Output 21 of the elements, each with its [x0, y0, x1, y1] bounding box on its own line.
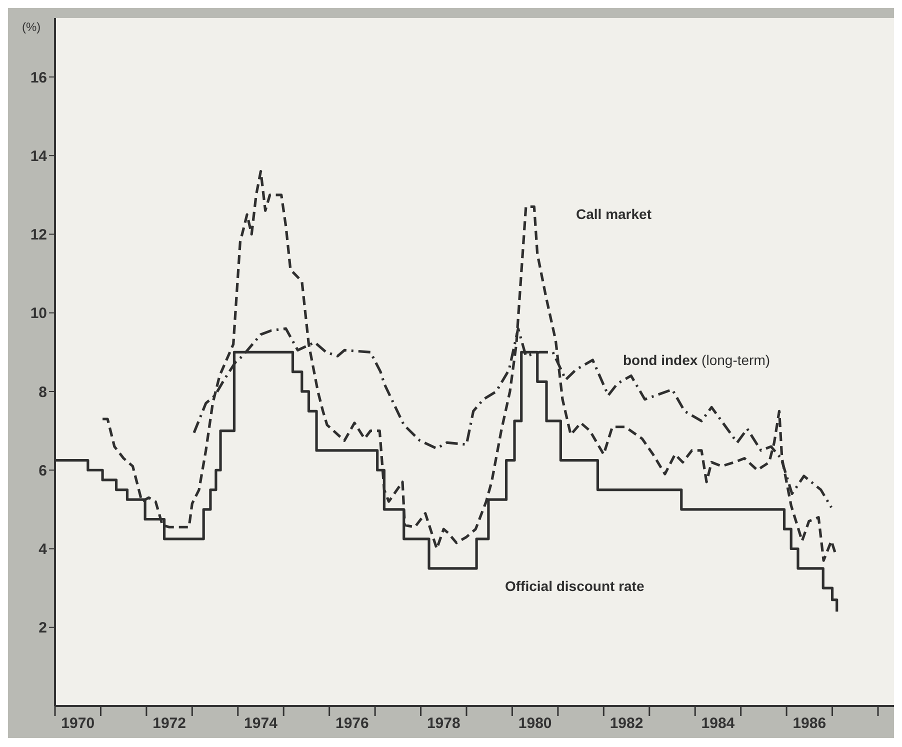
x-tick-label: 1972	[152, 715, 186, 732]
x-tick-label: 1978	[426, 715, 460, 732]
x-tick-label: 1986	[792, 715, 826, 732]
series-label: bond index (long-term)	[623, 352, 770, 368]
text: Official discount rate	[505, 578, 644, 594]
x-tick-label: 1982	[610, 715, 644, 732]
y-tick-label: 16	[30, 69, 47, 86]
y-axis-title: (%)	[22, 20, 41, 34]
y-tick-label: 4	[38, 541, 48, 558]
x-tick-label: 1984	[701, 715, 736, 732]
y-tick-label: 12	[30, 226, 47, 244]
y-tick-label: 2	[38, 620, 47, 637]
y-tick-label: 10	[30, 305, 47, 322]
y-tick-label: 6	[38, 462, 47, 480]
text: Call market	[576, 206, 652, 222]
y-tick-label: 8	[38, 384, 47, 401]
x-tick-label: 1976	[336, 715, 369, 732]
x-tick-label: 1970	[61, 715, 95, 732]
y-tick-label: 14	[30, 148, 48, 165]
x-tick-label: 1980	[518, 715, 552, 732]
x-tick-label: 1974	[244, 715, 278, 732]
